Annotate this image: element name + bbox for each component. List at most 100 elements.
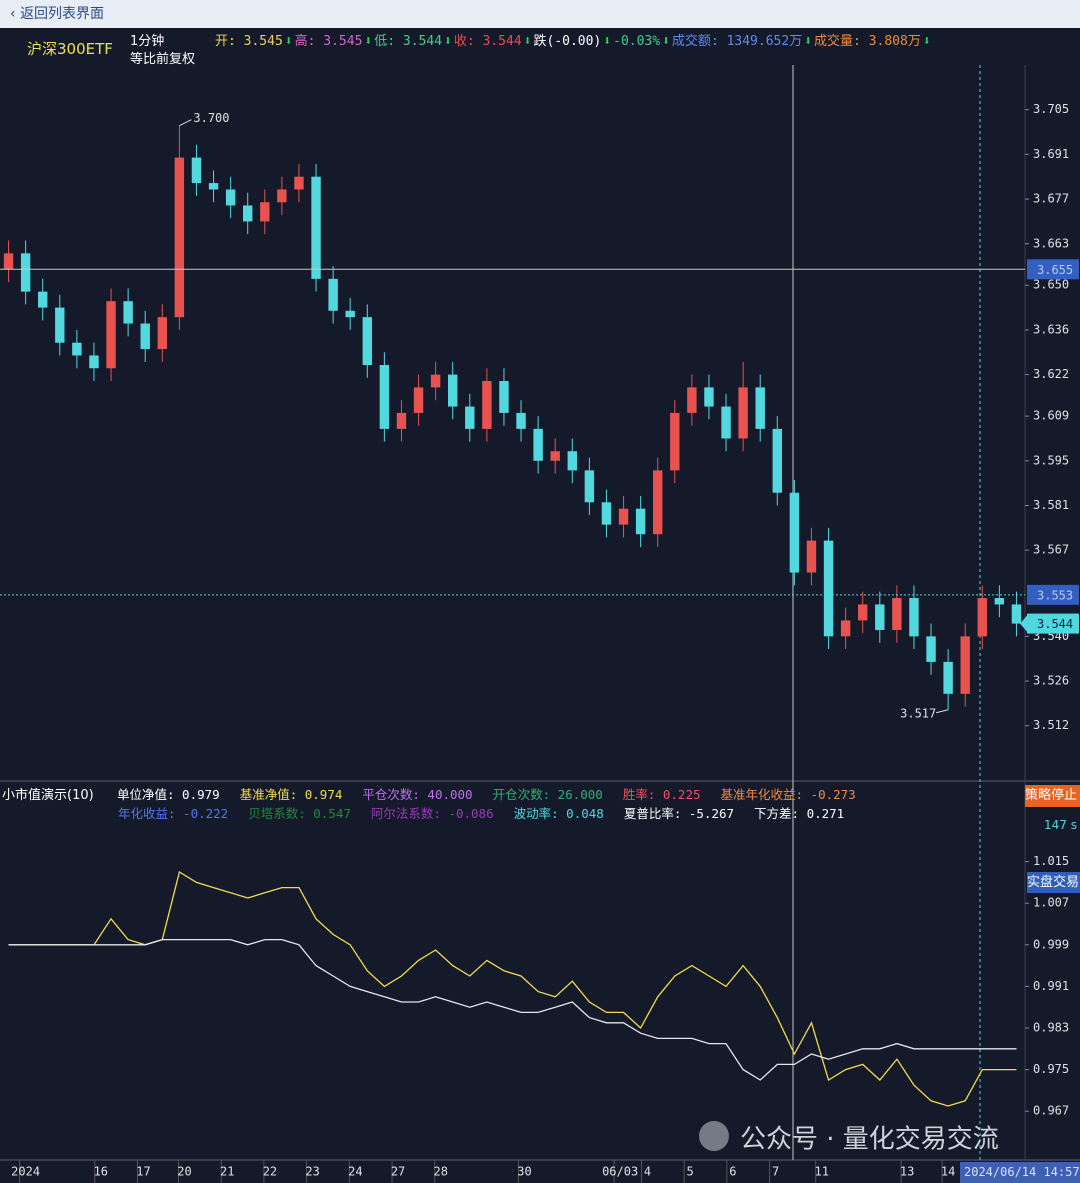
candle-body bbox=[721, 406, 731, 439]
y-tick-label: 0.983 bbox=[1033, 1021, 1069, 1035]
max-pointer bbox=[179, 119, 192, 127]
x-tick-label: 13 bbox=[900, 1165, 914, 1179]
candle-body bbox=[892, 598, 902, 630]
candle-body bbox=[243, 205, 253, 222]
stop-button[interactable]: 策略停止 bbox=[1025, 785, 1080, 807]
stat-item: 阿尔法系数: -0.086 bbox=[370, 806, 494, 821]
x-tick-label: 16 bbox=[94, 1165, 108, 1179]
min-label: 3.517 bbox=[900, 706, 936, 720]
candle-body bbox=[755, 387, 765, 429]
x-tick-label: 24 bbox=[348, 1165, 362, 1179]
back-label[interactable]: 返回列表界面 bbox=[20, 6, 105, 22]
stat-item: 开仓次数: 26.000 bbox=[492, 787, 603, 802]
x-tick-label: 14 bbox=[941, 1165, 955, 1179]
y-tick-label: 0.975 bbox=[1033, 1062, 1069, 1076]
candle-body bbox=[362, 317, 372, 366]
y-tick-label: 3.526 bbox=[1033, 674, 1069, 688]
x-tick-label: 17 bbox=[136, 1165, 150, 1179]
candle-body bbox=[516, 412, 526, 429]
stat-item: 基准年化收益: -0.273 bbox=[720, 787, 856, 802]
x-tick-label: 22 bbox=[263, 1165, 277, 1179]
candle-body bbox=[140, 323, 150, 350]
candle-body bbox=[89, 355, 99, 369]
y-tick-label: 3.677 bbox=[1033, 192, 1069, 206]
y-tick-label: 3.581 bbox=[1033, 498, 1069, 512]
candle-body bbox=[20, 253, 31, 292]
arrow: ⬇ bbox=[804, 34, 813, 49]
arrow: ⬇ bbox=[603, 34, 612, 49]
candle-body bbox=[977, 598, 987, 637]
candle-body bbox=[260, 202, 270, 222]
last-price-box bbox=[1027, 613, 1079, 634]
candle-body bbox=[840, 620, 851, 637]
y-tick-label: 3.567 bbox=[1033, 543, 1069, 557]
candle-body bbox=[413, 387, 424, 413]
stat-item: 下方差: 0.271 bbox=[754, 806, 845, 821]
y-tick-label: 3.663 bbox=[1033, 236, 1069, 250]
candle-body bbox=[994, 598, 1005, 605]
time-label: 2024/06/14 14:57 bbox=[960, 1162, 1080, 1183]
candle-body bbox=[72, 342, 82, 356]
x-tick-label: 6 bbox=[729, 1165, 736, 1179]
stats-row: 年化收益: -0.222 贝塔系数: 0.547 阿尔法系数: -0.086 波动率:… bbox=[118, 803, 844, 822]
candle-body bbox=[704, 387, 714, 407]
arrow: ⬇ bbox=[284, 34, 293, 49]
last-price: 3.544 bbox=[1037, 617, 1073, 631]
candle-body bbox=[448, 374, 458, 407]
candle-body bbox=[379, 365, 390, 429]
arrow: ⬇ bbox=[444, 34, 452, 49]
candle-body bbox=[123, 301, 133, 324]
strategy-name: 小市值演示(10) bbox=[2, 788, 94, 803]
candle-body bbox=[38, 291, 48, 308]
y-tick-label: 3.622 bbox=[1033, 367, 1069, 381]
arrow: ⬇ bbox=[662, 34, 670, 49]
y-tick-label: 1.007 bbox=[1033, 896, 1069, 910]
quote-item: 高: 3.545 bbox=[294, 34, 363, 49]
candle-body bbox=[875, 604, 885, 630]
watermark-icon bbox=[699, 1121, 729, 1151]
adjust: 等比前复权 bbox=[130, 52, 196, 67]
live-trade-button[interactable]: 实盘交易 bbox=[1027, 872, 1080, 893]
candle-body bbox=[550, 451, 560, 461]
candle-body bbox=[482, 381, 492, 429]
y-tick-label: 1.015 bbox=[1033, 854, 1069, 868]
stat-item: 单位净值: 0.979 bbox=[117, 787, 220, 802]
candle-body bbox=[926, 636, 936, 662]
candle-body bbox=[806, 540, 817, 573]
equity-line bbox=[8, 870, 1017, 1107]
x-tick-label: 28 bbox=[434, 1165, 448, 1179]
candle-body bbox=[157, 317, 167, 350]
y-tick-label: 0.991 bbox=[1033, 979, 1069, 993]
arrow: ⬇ bbox=[364, 34, 373, 49]
stat-item: 夏普比率: -5.267 bbox=[623, 806, 735, 821]
candle-body bbox=[567, 451, 577, 471]
candle-body bbox=[635, 508, 646, 535]
timer: 147 s bbox=[1044, 818, 1077, 832]
candle-body bbox=[789, 492, 800, 573]
candle-body bbox=[55, 307, 65, 343]
stat-item: 贝塔系数: 0.547 bbox=[248, 806, 351, 821]
x-tick-label: 06/03 bbox=[602, 1165, 638, 1179]
quote-item: -0.03% bbox=[613, 34, 661, 49]
candle-body bbox=[1011, 604, 1022, 624]
candle-body bbox=[738, 387, 748, 439]
arrow: ⬇ bbox=[922, 34, 931, 49]
back-button[interactable]: ‹ 返回列表界面 bbox=[10, 6, 105, 22]
reference-price: 3.553 bbox=[1037, 588, 1073, 602]
stat-item: 平仓次数: 40.000 bbox=[362, 787, 473, 802]
period: 1分钟 bbox=[130, 34, 165, 49]
reference-price-box bbox=[1027, 584, 1079, 605]
x-tick-label: 30 bbox=[517, 1165, 531, 1179]
stat-item: 基准净值: 0.974 bbox=[239, 787, 343, 802]
candle-body bbox=[430, 374, 441, 388]
candle-body bbox=[618, 508, 629, 525]
candle-body bbox=[396, 412, 407, 429]
x-tick-label: 21 bbox=[220, 1165, 234, 1179]
candle-body bbox=[772, 428, 782, 493]
candle-body bbox=[653, 470, 663, 535]
x-tick-label: 5 bbox=[687, 1165, 694, 1179]
quote-item: 成交额: 1349.652万 bbox=[671, 34, 803, 49]
